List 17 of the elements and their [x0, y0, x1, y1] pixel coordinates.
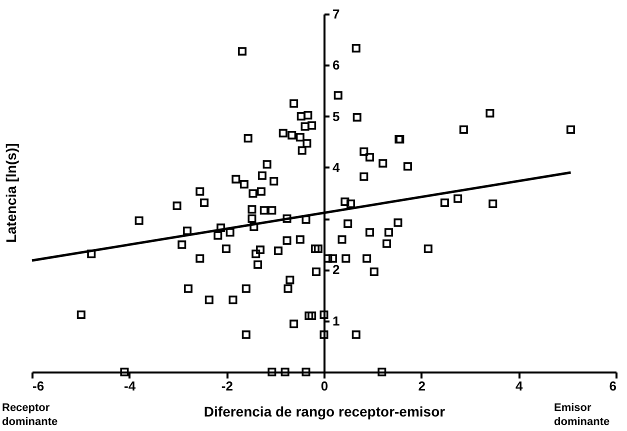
y-tick-label: 7: [332, 6, 340, 22]
x-tick-label: 6: [609, 378, 616, 394]
x-tick-label: 4: [516, 378, 524, 394]
text: Emisor dominante: [554, 402, 610, 428]
x-tick-label: -6: [32, 378, 44, 394]
x-tick-label: -2: [221, 378, 233, 394]
y-tick-label: 4: [332, 160, 340, 175]
y-tick-label: 5: [332, 108, 340, 124]
x-tick-label: 2: [418, 378, 426, 394]
y-tick-label: 6: [332, 58, 340, 73]
y-tick-label: 2: [332, 262, 340, 278]
x-tick-label: 0: [320, 378, 328, 394]
text: Receptor dominante: [2, 402, 58, 428]
y-tick-label: 1: [332, 313, 340, 328]
x-tick-label: -4: [124, 378, 136, 394]
x-axis-title: Diferencia de rango receptor-emisor: [204, 404, 446, 420]
y-axis-title: Latencia [ln(s)]: [3, 143, 19, 243]
